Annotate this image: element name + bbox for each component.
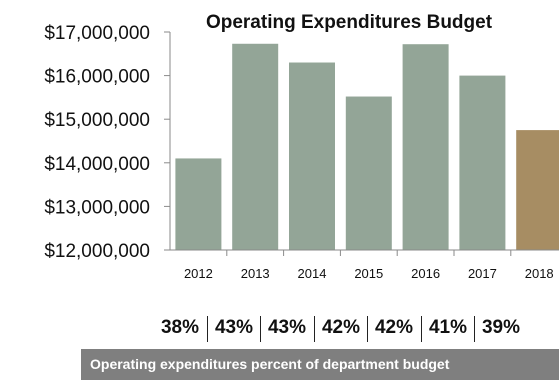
y-tick-label: $13,000,000 [44, 197, 150, 218]
y-tick-label: $16,000,000 [44, 67, 150, 88]
bar-2017 [459, 75, 506, 250]
percent-separator [260, 316, 261, 342]
percent-separator [314, 316, 315, 342]
percent-cell: 41% [428, 317, 468, 338]
bar-2014 [289, 62, 335, 250]
percent-cell: 38% [160, 317, 200, 338]
y-tick-label: $15,000,000 [44, 110, 150, 131]
y-tick-label: $17,000,000 [44, 23, 150, 44]
footer-bar: Operating expenditures percent of depart… [81, 349, 559, 380]
bar-2013 [232, 43, 279, 250]
x-tick-label: 2014 [298, 266, 327, 281]
x-tick-label: 2015 [354, 266, 383, 281]
percent-cell: 43% [267, 317, 307, 338]
y-axis: $12,000,000 $13,000,000 $14,000,000 $15,000… [44, 23, 171, 262]
bar-2016 [402, 44, 449, 250]
bar-2015 [345, 96, 392, 250]
x-tick-label: 2016 [411, 266, 440, 281]
percent-of-budget-row: 38% 43% 43% 42% 42% 41% 39% [155, 314, 559, 344]
percent-separator [367, 316, 368, 342]
x-tick-label: 2013 [241, 266, 270, 281]
bar-2012 [175, 158, 222, 250]
y-tick-label: $14,000,000 [44, 154, 150, 175]
percent-cell: 42% [321, 317, 361, 338]
y-tick-label: $12,000,000 [44, 241, 150, 262]
percent-cell: 43% [214, 317, 254, 338]
percent-separator [474, 316, 475, 342]
operating-expenditures-chart: Operating Expenditures Budget $12,000,00… [44, 12, 559, 281]
percent-cell: 39% [481, 317, 521, 338]
bars [175, 43, 559, 250]
x-tick-label: 2018 [525, 266, 554, 281]
chart-title: Operating Expenditures Budget [206, 12, 493, 33]
percent-separator [207, 316, 208, 342]
x-tick-label: 2012 [184, 266, 213, 281]
x-tick-label: 2017 [468, 266, 497, 281]
percent-separator [421, 316, 422, 342]
footer-caption: Operating expenditures percent of depart… [90, 356, 450, 372]
x-axis: 2012 2013 2014 2015 2016 2017 2018 [170, 249, 559, 281]
bar-2018 [516, 130, 559, 250]
percent-cell: 42% [374, 317, 414, 338]
